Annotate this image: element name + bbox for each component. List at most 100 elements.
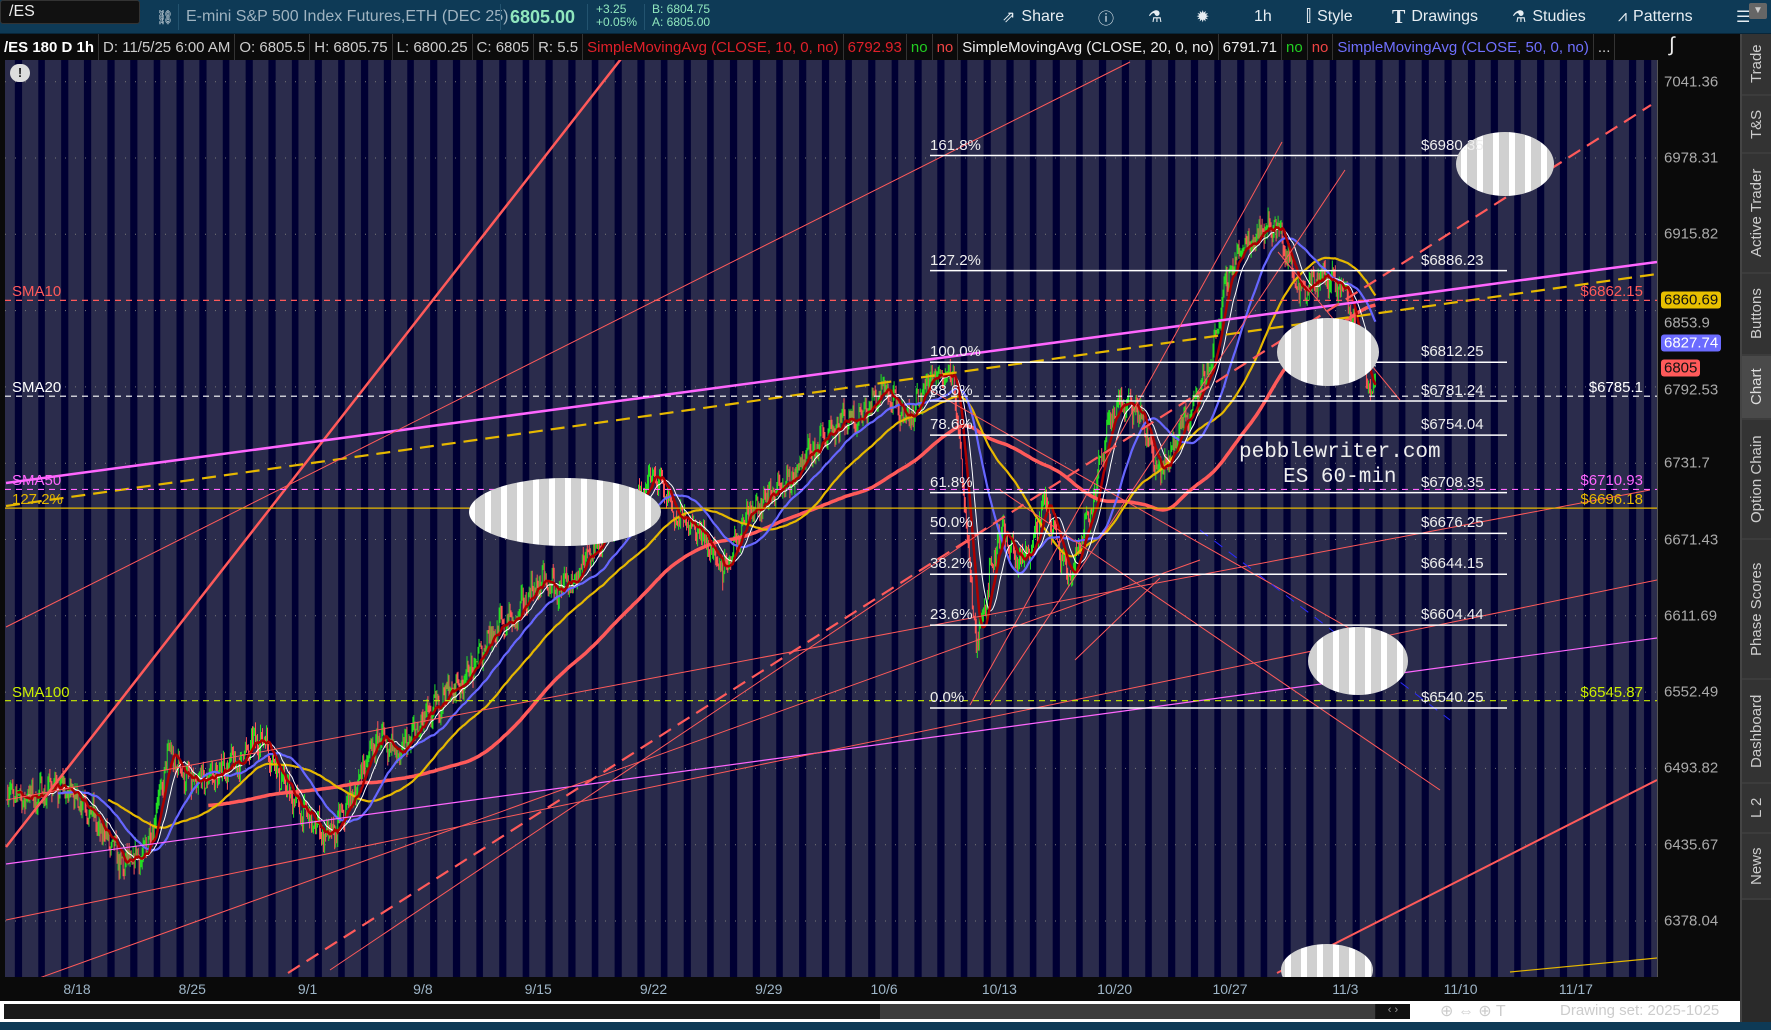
curve-icon[interactable]: ∫ <box>1657 34 1740 60</box>
price-label: 6611.69 <box>1664 607 1718 625</box>
scroll-arrows[interactable]: ‹ › <box>1376 1004 1410 1019</box>
patterns-button[interactable]: ⩘ Patterns <box>1618 0 1693 34</box>
scrollbar-thumb[interactable] <box>880 1004 1375 1019</box>
bid-price: B: 6804.75 <box>652 2 711 16</box>
highlight-ellipse <box>469 478 661 546</box>
fib-price-label: $6644.15 <box>1421 555 1484 573</box>
trendline <box>5 60 622 848</box>
date-label: 11/3 <box>1332 981 1359 997</box>
price-label: 6435.67 <box>1664 836 1719 854</box>
flask-button[interactable]: ⚗ <box>1148 0 1162 34</box>
alert-icon[interactable]: ! <box>10 64 30 82</box>
hline-left-label: SMA100 <box>12 683 70 701</box>
chevron-down-icon[interactable]: ▼ <box>1749 3 1767 19</box>
side-tab-news[interactable]: News <box>1742 834 1771 900</box>
trendline <box>5 260 1657 485</box>
fib-pct-label: 127.2% <box>930 251 981 269</box>
fib-price-label: $6886.23 <box>1421 251 1484 269</box>
side-tab-t-s[interactable]: T&S <box>1742 96 1771 154</box>
price-label: 6552.49 <box>1664 683 1719 701</box>
side-tab-l-2[interactable]: L 2 <box>1742 784 1771 834</box>
fib-price-label: $6754.04 <box>1421 416 1484 434</box>
price-label: 6915.82 <box>1664 225 1719 243</box>
date-label: 10/6 <box>870 981 898 997</box>
fib-pct-label: 0.0% <box>930 688 965 706</box>
date-label: 10/13 <box>981 981 1017 997</box>
info-button[interactable]: ⓘ <box>1098 0 1114 34</box>
side-tab-trade[interactable]: Trade <box>1742 34 1771 96</box>
sma10-line <box>16 225 1377 865</box>
date-label: 11/10 <box>1443 981 1478 997</box>
drawing-set-label[interactable]: Drawing set: 2025-1025 <box>1560 1002 1720 1019</box>
hline-right-label: $6696.18 <box>1580 491 1643 509</box>
price-label: 6671.43 <box>1664 531 1719 548</box>
link-icon[interactable]: ⛓ <box>156 8 174 25</box>
price-label: 6493.82 <box>1664 759 1719 777</box>
price-label: 6792.53 <box>1664 381 1719 399</box>
zoom-icon[interactable]: ⊕ ⇔ ⊕ T <box>1440 1003 1506 1020</box>
fib-pct-label: 88.6% <box>930 382 973 399</box>
trendline <box>329 519 1001 971</box>
side-tab-active-trader[interactable]: Active Trader <box>1742 154 1771 274</box>
text-t-icon: T <box>1392 5 1406 28</box>
fib-pct-label: 38.2% <box>930 555 973 573</box>
symbol-selector[interactable]: /ES ▼ <box>0 0 1767 24</box>
price-badge: 6827.74 <box>1661 334 1722 352</box>
date-label: 9/15 <box>524 981 552 997</box>
trendline <box>929 389 1371 641</box>
sma10-study[interactable]: SimpleMovingAvg (CLOSE, 10, 0, no) <box>583 34 844 60</box>
style-button[interactable]: ⫿ Style <box>1306 0 1353 34</box>
studies-button[interactable]: ⚗ Studies <box>1512 0 1586 34</box>
bar-open: O: 6805.5 <box>235 34 311 60</box>
drawings-label: Drawings <box>1411 8 1479 25</box>
trendline <box>1276 779 1657 974</box>
fib-pct-label: 78.6% <box>930 416 973 434</box>
net-change: +3.25 <box>596 2 627 16</box>
watermark-line: ES 60-min <box>1283 466 1397 489</box>
side-tab-phase-scores[interactable]: Phase Scores <box>1742 540 1771 680</box>
fib-price-label: $6604.44 <box>1421 606 1484 624</box>
trendline <box>969 141 1283 706</box>
side-tab-chart[interactable]: Chart <box>1742 356 1771 420</box>
trendline <box>989 169 1346 706</box>
highlight-ellipse <box>1308 627 1408 695</box>
highlight-ellipse <box>1277 318 1379 386</box>
price-axis[interactable]: 7041.36 6978.31 6915.82 6853.9 6792.53 6731.7… <box>1657 60 1737 977</box>
fib-pct-label: 100.0% <box>930 343 981 361</box>
menu-button[interactable]: ☰ <box>1736 0 1750 34</box>
trendline <box>5 272 1657 508</box>
sma20-value: 6791.71 <box>1219 34 1282 60</box>
settings-button[interactable]: ✹ <box>1196 0 1209 34</box>
symbol-description: E-mini S&P 500 Index Futures,ETH (DEC 25… <box>186 8 509 25</box>
side-tab-option-chain[interactable]: Option Chain <box>1742 420 1771 540</box>
last-price: 6805.00 <box>510 6 576 27</box>
date-label: 11/17 <box>1558 981 1593 997</box>
date-label: 9/8 <box>413 981 433 997</box>
watermark: pebblewriter.com ES 60-min <box>1239 440 1441 490</box>
flask-icon: ⚗ <box>1512 9 1527 26</box>
fib-price-label: $6980.35 <box>1421 136 1484 154</box>
sma20-study[interactable]: SimpleMovingAvg (CLOSE, 20, 0, no) <box>958 34 1219 60</box>
date-label: 9/22 <box>639 981 668 997</box>
price-label: 6378.04 <box>1664 912 1719 930</box>
fib-price-label: $6676.25 <box>1421 514 1484 532</box>
date-label: 8/25 <box>178 981 206 997</box>
studies-label: Studies <box>1532 8 1586 25</box>
share-button[interactable]: ⇗ Share <box>1002 0 1064 34</box>
more-studies[interactable]: ... <box>1594 34 1616 60</box>
drawings-button[interactable]: T Drawings <box>1392 0 1478 34</box>
bar-close: C: 6805 <box>473 34 535 60</box>
hline-left-label: SMA10 <box>12 283 62 301</box>
info-icon: ⓘ <box>1098 11 1115 28</box>
side-tab-dashboard[interactable]: Dashboard <box>1742 680 1771 784</box>
pct-change: +0.05% <box>596 15 638 29</box>
date-label: 10/20 <box>1097 981 1133 997</box>
side-tab-buttons[interactable]: Buttons <box>1742 274 1771 356</box>
timeframe-button[interactable]: 1h <box>1254 0 1272 34</box>
sma200-line <box>208 303 1376 808</box>
bar-date: D: 11/5/25 6:00 AM <box>99 34 236 60</box>
price-chart[interactable]: ! SMA10 $6862.15 SMA20 $6785.1 SMA50 $6710.93… <box>5 60 1657 977</box>
sma50-study[interactable]: SimpleMovingAvg (CLOSE, 50, 0, no) <box>1333 34 1594 60</box>
date-axis[interactable]: 8/18 8/25 9/1 9/8 9/15 9/22 9/29 10/6 10/13 10/20… <box>0 977 1657 1001</box>
side-tabs: Trade T&S Active Trader Buttons Chart Option … <box>1740 34 1771 1024</box>
